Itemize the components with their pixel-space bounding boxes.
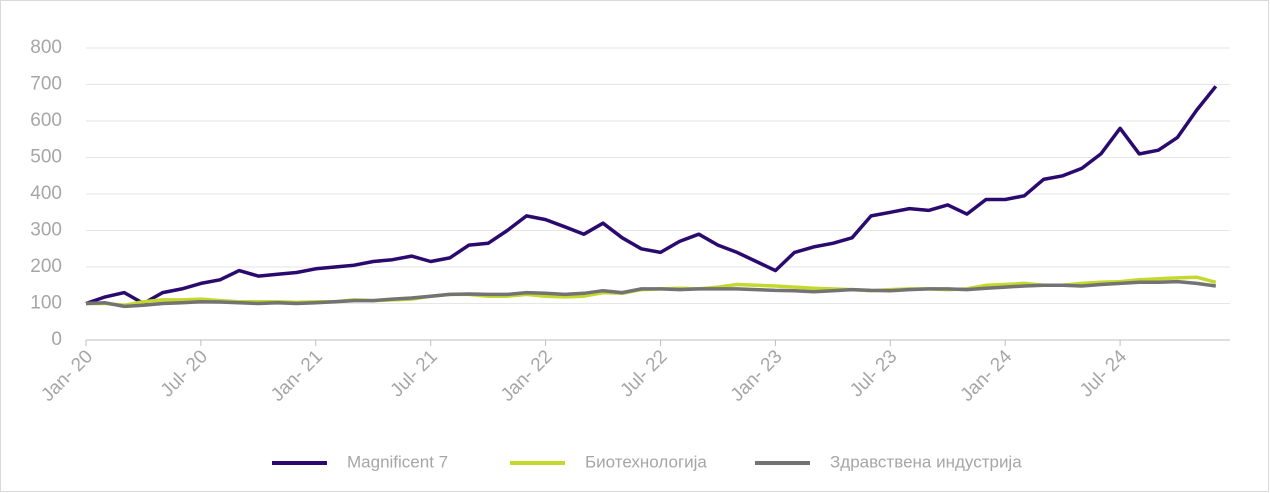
legend-label: Здравствена индустрија: [830, 452, 1022, 471]
series-line: [85, 279, 1217, 309]
y-tick-label: 500: [30, 147, 62, 168]
x-tick-label: Jul- 22: [616, 346, 671, 401]
x-tick-label: Jul- 24: [1076, 346, 1131, 401]
y-tick-label: 700: [30, 74, 62, 95]
legend-label: Биотехнологија: [585, 452, 707, 471]
y-tick-label: 300: [30, 220, 62, 241]
x-tick-label: Jul- 23: [846, 346, 901, 401]
y-tick-label: 600: [30, 110, 62, 131]
x-tick-label: Jul- 21: [387, 346, 442, 401]
x-tick-label: Jan- 24: [957, 346, 1017, 406]
y-tick-label: 200: [30, 256, 62, 277]
x-tick-label: Jan- 22: [497, 346, 557, 406]
x-tick-label: Jan- 20: [37, 346, 97, 406]
series-line: [86, 275, 1217, 308]
x-tick-label: Jul- 20: [157, 346, 212, 401]
series-line: [85, 85, 1218, 306]
y-tick-label: 0: [51, 329, 62, 350]
legend-label: Magnificent 7: [347, 452, 448, 471]
y-tick-label: 800: [30, 37, 62, 58]
y-tick-label: 400: [30, 183, 62, 204]
x-tick-label: Jan- 21: [267, 346, 327, 406]
y-tick-label: 100: [30, 293, 62, 314]
x-tick-label: Jan- 23: [727, 346, 787, 406]
